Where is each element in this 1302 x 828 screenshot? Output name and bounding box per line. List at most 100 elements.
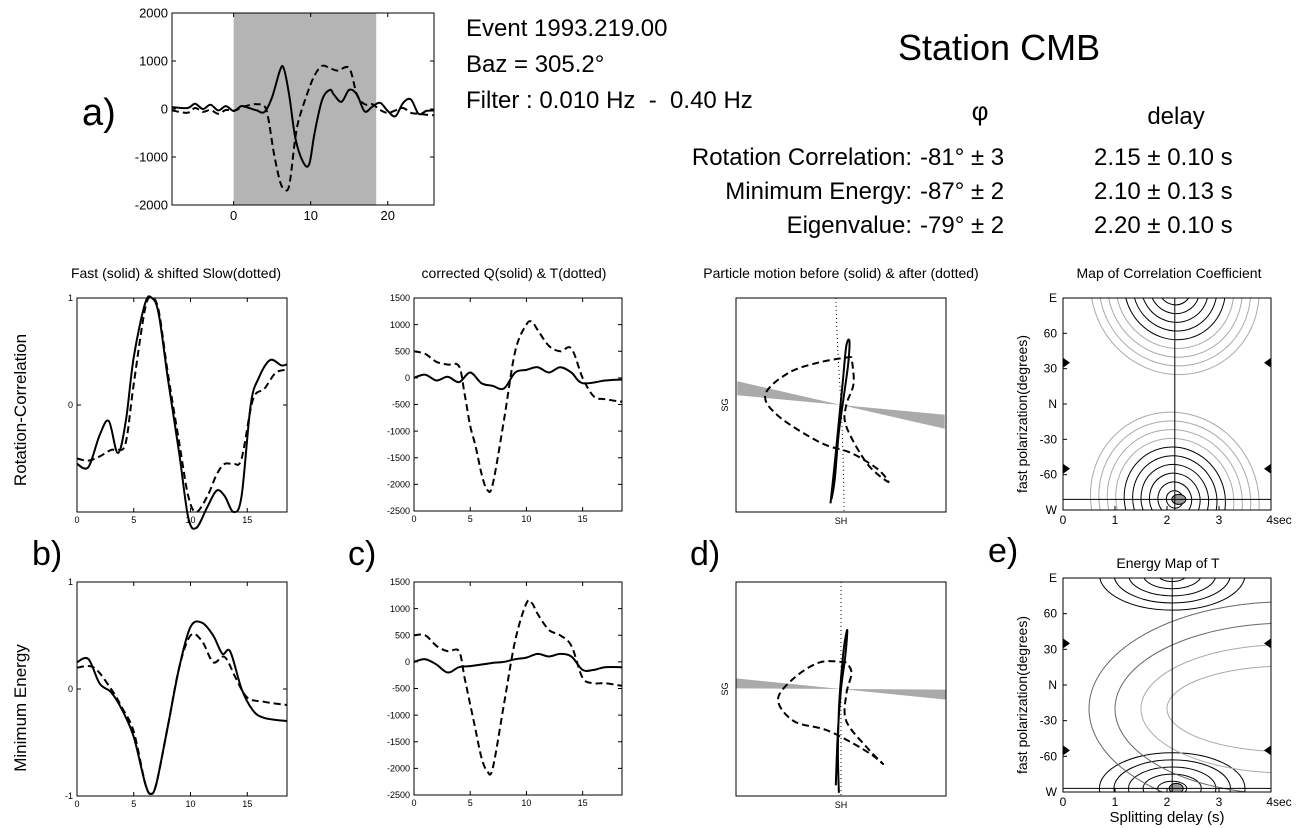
series-line-dashed: [764, 355, 890, 484]
y-tick-label: W: [1046, 503, 1058, 517]
y-tick-label: 1: [68, 577, 73, 587]
contour-line: [1115, 298, 1235, 349]
x-axis-label: Splitting delay (s): [1109, 809, 1224, 826]
event-id: Event 1993.219.00: [466, 15, 668, 42]
axes-frame: [413, 581, 623, 796]
contour-line: [1148, 472, 1201, 510]
result-delay-eigenvalue: 2.20 ± 0.10 s: [1094, 212, 1233, 239]
x-tick-label: 10: [186, 515, 196, 525]
x-tick-label: 5: [131, 799, 136, 809]
panel-c-qt: 0 5 10 15 -2500 -2000 -1500 -1000 -500 0 500 1000 15…: [387, 577, 623, 808]
y-tick-label: W: [1046, 785, 1058, 799]
delay-header: delay: [1147, 103, 1204, 130]
y-tick-label: -500: [392, 684, 410, 694]
x-tick-label: 1: [1112, 513, 1119, 527]
contour-line: [1098, 298, 1252, 367]
x-tick-label: 0: [230, 208, 237, 223]
y-tick-label: 0: [68, 684, 73, 694]
contours: [1089, 298, 1260, 510]
series-line-solid: [76, 620, 288, 795]
contour-line: [1106, 429, 1243, 510]
result-phi-rotation: -81° ± 3: [920, 144, 1004, 171]
title-fast-slow: Fast (solid) & shifted Slow(dotted): [71, 265, 281, 281]
series-line-dotted: [835, 297, 845, 513]
result-delay-rotation: 2.15 ± 0.10 s: [1094, 144, 1233, 171]
polarization-marker: [1264, 463, 1271, 474]
y-axis-label: SG: [720, 682, 730, 695]
row-label-rotation: Rotation-Correlation: [11, 334, 30, 486]
y-axis-label: fast polarization(degrees): [1014, 335, 1030, 493]
polarization-marker: [1063, 745, 1070, 756]
series-line-dashed: [171, 64, 435, 192]
y-tick-label: -500: [392, 400, 410, 410]
y-tick-label: 2000: [139, 6, 168, 21]
polarization-marker: [1264, 638, 1271, 649]
axes-frame: [735, 297, 947, 513]
result-phi-eigenvalue: -79° ± 2: [920, 212, 1004, 239]
series-line-solid: [413, 652, 623, 674]
y-tick-label: 0: [68, 400, 73, 410]
result-phi-minenergy: -87° ± 2: [920, 178, 1004, 205]
contour-line: [1106, 298, 1243, 358]
contours: [1088, 578, 1271, 792]
x-tick-label: 10: [303, 208, 317, 223]
y-tick-label: 1000: [390, 604, 410, 614]
series-line-solid: [834, 628, 849, 793]
panel-label-c: c): [348, 535, 376, 573]
station-title: Station CMB: [898, 27, 1100, 68]
row-label-minenergy: Minimum Energy: [11, 644, 30, 772]
y-tick-label: 30: [1044, 362, 1058, 376]
series-line-solid: [76, 295, 288, 530]
results-table: Rotation Correlation: -81° ± 3 2.15 ± 0.…: [692, 144, 1233, 239]
y-axis-label: SG: [720, 398, 730, 411]
title-energy-map: Energy Map of T: [1116, 555, 1220, 571]
y-tick-label: -30: [1040, 432, 1058, 446]
y-tick-label: -2500: [387, 506, 410, 516]
x-axis-label: SH: [835, 800, 848, 810]
series-line-dashed: [413, 599, 623, 776]
y-tick-label: -2000: [135, 198, 168, 213]
panel-b-pm: SH SG: [720, 297, 947, 526]
x-tick-label: 15: [242, 799, 252, 809]
y-tick-label: 0: [405, 373, 410, 383]
panel-c-pm: SH SG: [720, 581, 947, 810]
contour-line: [1157, 481, 1193, 510]
contour-line: [1089, 411, 1260, 510]
y-tick-label: 1000: [139, 54, 168, 69]
y-axis-label: fast polarization(degrees): [1014, 616, 1030, 774]
contour-line: [1115, 437, 1235, 510]
y-tick-label: -1: [65, 791, 73, 801]
x-tick-label: 3: [1216, 795, 1223, 809]
y-tick-label: 1500: [390, 293, 410, 303]
axes-frame: [735, 581, 947, 797]
contour-line: [1140, 298, 1210, 323]
contour-line: [1166, 665, 1271, 752]
y-tick-label: E: [1049, 291, 1057, 305]
phi-header: φ: [972, 96, 989, 126]
contour-line: [1140, 464, 1210, 510]
panel-b-qt: 0 5 10 15 -2500 -2000 -1500 -1000 -500 0 500 1000 15…: [387, 293, 623, 524]
series-line-solid: [413, 366, 623, 391]
series-line-solid: [829, 338, 851, 504]
title-qt: corrected Q(solid) & T(dotted): [422, 265, 607, 281]
x-tick-label: 20: [381, 208, 395, 223]
y-tick-label: -2000: [387, 480, 410, 490]
y-tick-label: 30: [1044, 642, 1058, 656]
polarization-marker: [1063, 357, 1070, 368]
x-tick-label: 0: [411, 514, 416, 524]
contour-line: [1098, 420, 1252, 510]
y-tick-label: E: [1049, 571, 1057, 585]
x-tick-label: 1: [1112, 795, 1119, 809]
y-tick-label: -2000: [387, 764, 410, 774]
x-tick-label: 4sec: [1266, 513, 1291, 527]
x-tick-label: 5: [468, 798, 473, 808]
y-tick-label: N: [1048, 678, 1057, 692]
y-tick-label: -1000: [387, 710, 410, 720]
y-tick-label: 500: [395, 346, 410, 356]
x-tick-label: 0: [411, 798, 416, 808]
y-tick-label: 500: [395, 630, 410, 640]
x-tick-label: 0: [1060, 513, 1067, 527]
contour-line: [1140, 644, 1271, 774]
